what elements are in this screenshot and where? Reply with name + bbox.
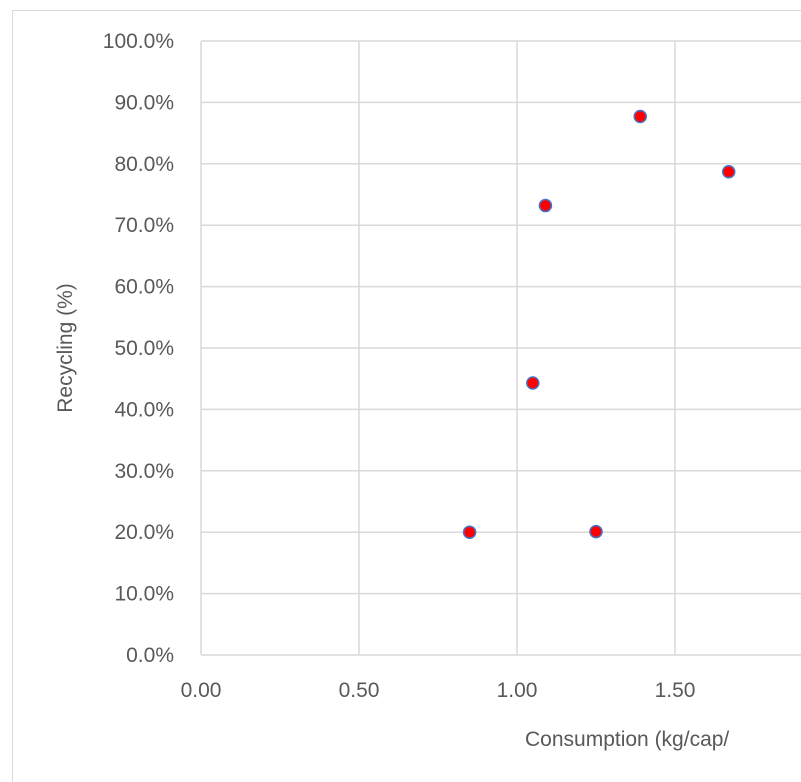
x-axis-label: Consumption (kg/cap/ <box>525 728 729 751</box>
y-tick-label: 50.0% <box>114 337 174 360</box>
data-point <box>721 165 736 179</box>
y-tick-label: 100.0% <box>103 30 174 53</box>
x-axis-ticks: 0.00 0.50 1.00 1.50 <box>181 679 696 702</box>
data-point <box>462 525 477 539</box>
data-point <box>633 109 647 124</box>
y-tick-label: 0.0% <box>126 644 174 667</box>
y-tick-label: 30.0% <box>114 460 174 483</box>
data-point <box>589 524 603 539</box>
data-point <box>526 376 540 390</box>
x-tick-label: 1.00 <box>497 679 538 702</box>
y-tick-label: 40.0% <box>114 398 174 421</box>
y-axis-label: Recycling (%) <box>54 283 77 413</box>
x-tick-label: 1.50 <box>655 679 696 702</box>
y-tick-label: 20.0% <box>114 521 174 544</box>
data-point <box>538 198 553 213</box>
y-tick-label: 70.0% <box>114 214 174 237</box>
chart-area <box>12 10 801 782</box>
y-axis-ticks: 0.0% 10.0% 20.0% 30.0% 40.0% 50.0% 60.0% 70.0% 8… <box>103 30 174 667</box>
y-tick-label: 10.0% <box>114 583 174 606</box>
grid-lines <box>200 40 801 656</box>
y-tick-label: 80.0% <box>114 153 174 176</box>
data-points <box>462 109 736 539</box>
x-tick-label: 0.50 <box>339 679 380 702</box>
y-tick-label: 90.0% <box>114 91 174 114</box>
x-tick-label: 0.00 <box>181 679 222 702</box>
y-tick-label: 60.0% <box>114 276 174 299</box>
